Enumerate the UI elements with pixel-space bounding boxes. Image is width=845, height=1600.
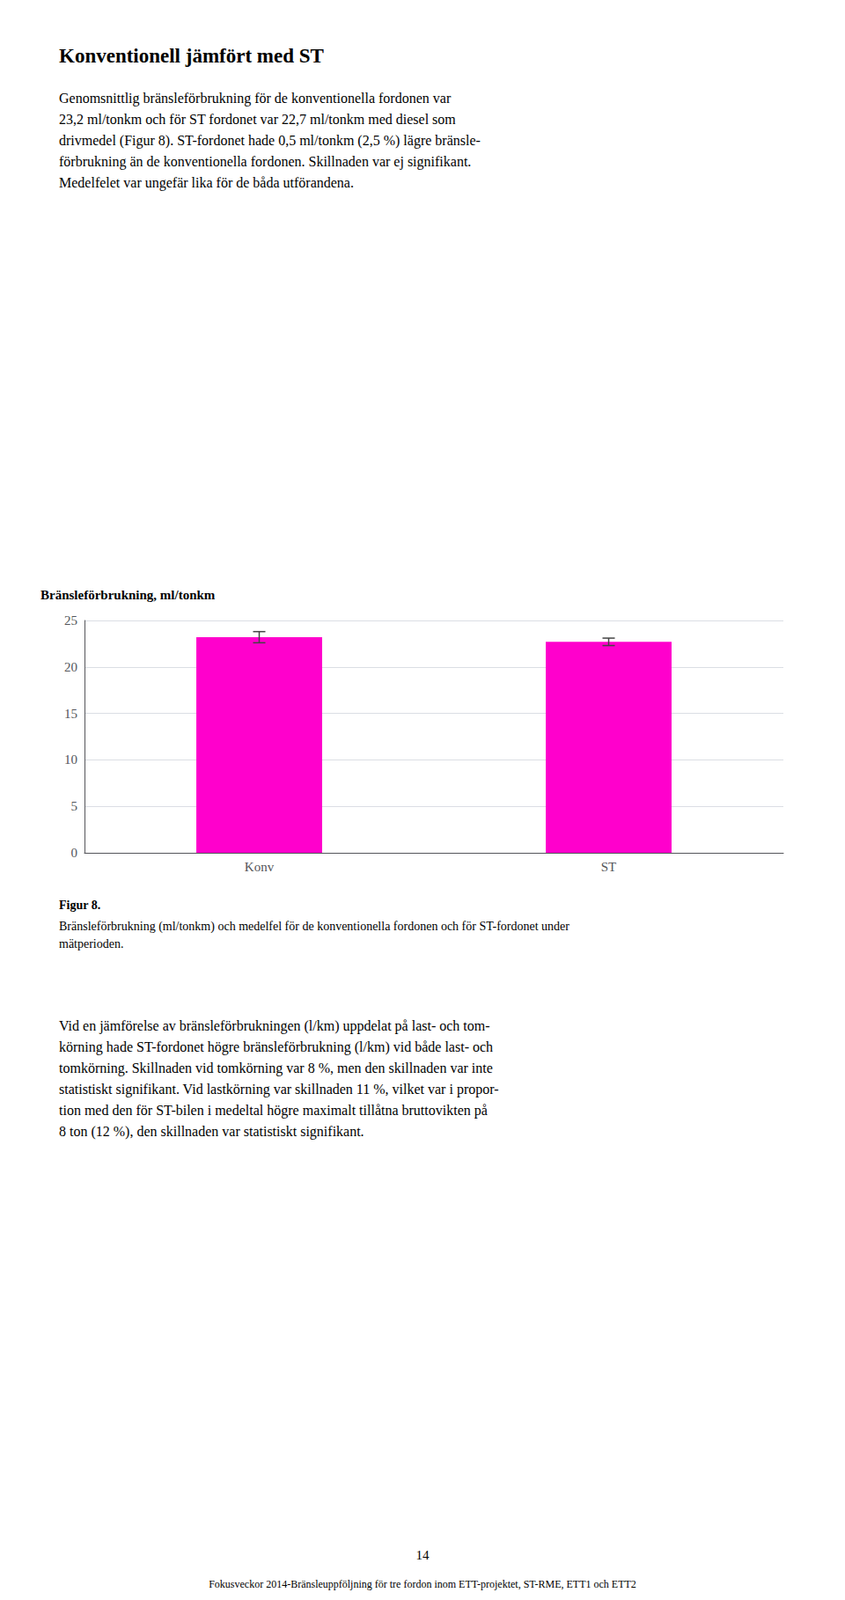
html-text:14: 14 <box>415 1547 430 1562</box>
svg-text:10: 10 <box>64 752 78 767</box>
html-text:Bränsleförbrukning (ml/tonkm): Bränsleförbrukning (ml/tonkm) och medelf… <box>58 919 570 951</box>
svg-text:5: 5 <box>71 799 79 814</box>
svg-text:15: 15 <box>64 706 78 721</box>
svg-text:ST: ST <box>601 859 618 875</box>
html-text:Genomsnittlig bränsleförbrukni: Genomsnittlig bränsleförbrukning för de … <box>58 90 481 191</box>
svg-text:0: 0 <box>71 845 79 860</box>
html-text:Fokusveckor 2014-Bränsleuppföl: Fokusveckor 2014-Bränsleuppföljning för … <box>208 1577 637 1591</box>
html-text:Konventionell jämfört med ST: Konventionell jämfört med ST <box>58 44 324 67</box>
svg-text:Bränsleförbrukning, ml/tonkm: Bränsleförbrukning, ml/tonkm <box>40 587 216 603</box>
html-text:Vid en jämförelse av bränslefö: Vid en jämförelse av bränsleförbrukninge… <box>58 1018 499 1139</box>
svg-text:20: 20 <box>64 660 78 675</box>
html-text:Figur 8.: Figur 8. <box>58 898 101 912</box>
svg-text:25: 25 <box>64 613 78 628</box>
svg-text:Konv: Konv <box>244 859 275 875</box>
